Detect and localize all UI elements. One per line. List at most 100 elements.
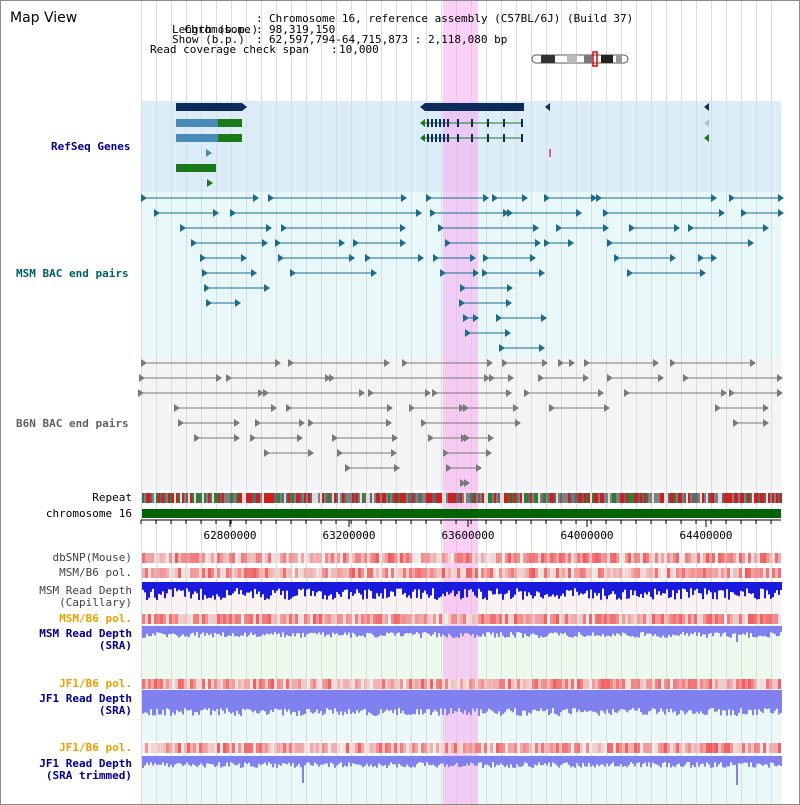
b6n-bac-pair-end xyxy=(729,389,735,397)
msm-cap-depth-bar xyxy=(260,582,262,598)
repeat-segment xyxy=(190,493,192,503)
repeat-segment xyxy=(172,493,174,503)
msm-sra-depth-bar xyxy=(648,626,650,634)
jf1-trim-depth-bar xyxy=(598,756,600,767)
msm-sra-depth-bar xyxy=(464,626,466,634)
repeat-segment xyxy=(230,493,232,503)
dbsnp-cell xyxy=(199,553,202,563)
jf1-trim-depth-bar xyxy=(458,756,460,768)
msm-sra-depth-bar xyxy=(764,626,766,636)
b6n-bac-label[interactable]: B6N BAC end pairs xyxy=(16,417,129,430)
msm-sra-depth-bar xyxy=(176,626,178,636)
repeat-segment xyxy=(718,493,720,503)
jf1-trim-depth-bar xyxy=(228,756,230,767)
jf1-sra-depth-bar xyxy=(366,690,368,716)
msm-sra-depth-bar xyxy=(198,626,200,638)
msm-cap-depth-bar xyxy=(412,582,414,592)
jf1-b6-pol-cell xyxy=(643,743,646,753)
msm-b6-pol-cell xyxy=(412,614,415,624)
jf1-b6-pol-cell xyxy=(424,679,427,689)
msm-sra-depth-bar xyxy=(392,626,394,633)
jf1-b6-pol-cell xyxy=(448,679,451,689)
msm-b6-pol-cell xyxy=(163,568,166,578)
jf1-b6-pol-cell xyxy=(670,679,673,689)
msm-bac-pair-end xyxy=(416,209,422,217)
msm-bac-pair-end xyxy=(503,209,509,217)
msm-cap-depth-bar xyxy=(536,582,538,592)
msm-cap-depth-bar xyxy=(554,582,556,597)
msm-sra-depth-bar xyxy=(432,626,434,635)
msm-b6-pol-cell xyxy=(298,568,301,578)
jf1-b6-pol-cell xyxy=(148,679,151,689)
msm-bac-pair-end xyxy=(539,344,545,352)
jf1-sra-depth-bar xyxy=(290,690,292,715)
grid-line xyxy=(366,1,367,804)
repeat-segment xyxy=(590,493,592,503)
refseq-genes-label[interactable]: RefSeq Genes xyxy=(51,140,131,153)
jf1-sra-depth-bar xyxy=(460,690,462,712)
msm-b6-pol-cell xyxy=(310,614,313,624)
msm-b6-pol-cell xyxy=(490,568,493,578)
msm-cap-depth-bar xyxy=(504,582,506,595)
msm-cap-depth-bar xyxy=(254,582,256,589)
jf1-b6-pol-cell xyxy=(394,743,397,753)
msm-cap-depth-bar xyxy=(228,582,230,596)
msm-cap-depth-bar xyxy=(600,582,602,600)
jf1-sra-depth-bar xyxy=(274,690,276,709)
jf1-b6-pol-cell xyxy=(598,679,601,689)
refseq-gene-exon xyxy=(218,134,242,142)
msm-sra-depth-bar xyxy=(604,626,606,637)
msm-b6-pol-cell xyxy=(646,614,649,624)
jf1-trim-depth-bar xyxy=(726,756,728,767)
jf1-trim-depth-bar xyxy=(416,756,418,764)
jf1-trim-depth-bar xyxy=(546,756,548,766)
grid-line xyxy=(576,1,577,804)
jf1-b6-pol-cell xyxy=(589,743,592,753)
jf1-sra-depth-bar xyxy=(146,690,148,713)
dbsnp-cell xyxy=(514,553,517,563)
msm-cap-depth-bar xyxy=(742,582,744,592)
jf1-b6-pol-cell xyxy=(199,679,202,689)
jf1-sra-depth-bar xyxy=(324,690,326,714)
jf1-b6-pol-cell xyxy=(295,743,298,753)
msm-b6-pol-cell xyxy=(448,614,451,624)
jf1-sra-depth-bar xyxy=(668,690,670,713)
msm-cap-depth-bar xyxy=(250,582,252,592)
msm-sra-depth-bar xyxy=(776,626,778,637)
msm-b6-pol-cell xyxy=(553,568,556,578)
jf1-b6-pol-cell xyxy=(259,743,262,753)
jf1-sra-depth-bar xyxy=(416,690,418,710)
jf1-trim-depth-bar xyxy=(172,756,174,768)
dbsnp-cell xyxy=(169,553,172,563)
jf1-sra-depth-bar xyxy=(780,690,782,713)
msm-b6-pol-cell xyxy=(376,568,379,578)
repeat-segment xyxy=(378,493,380,503)
msm-sra-depth-bar xyxy=(232,626,234,634)
jf1-sra-depth-bar xyxy=(634,690,636,711)
msm-b6-pol-cell xyxy=(631,568,634,578)
msm-sra-depth-bar xyxy=(578,626,580,633)
jf1-trim-depth-bar xyxy=(238,756,240,764)
msm-bac-pair-end xyxy=(698,254,704,262)
msm-bac-label[interactable]: MSM BAC end pairs xyxy=(16,267,129,280)
jf1-b6-pol-cell xyxy=(556,743,559,753)
jf1-sra-depth-bar xyxy=(288,690,290,710)
refseq-gene-exon xyxy=(521,119,523,127)
b6n-bac-pair-end xyxy=(258,389,264,397)
msm-sra-depth-bar xyxy=(312,626,314,634)
msm-sra-depth-bar xyxy=(734,626,736,634)
msm-b6-pol-cell xyxy=(358,614,361,624)
jf1-sra-depth-bar xyxy=(468,690,470,713)
jf1-sra-depth-bar xyxy=(452,690,454,714)
dbsnp-cell xyxy=(718,553,721,563)
msm-b6-pol-cell xyxy=(151,614,154,624)
repeat-segment xyxy=(756,493,758,503)
msm-b6-pol-cell xyxy=(628,568,631,578)
dbsnp-cell xyxy=(436,553,439,563)
jf1-sra-depth-bar xyxy=(164,690,166,716)
b6n-bac-pair-end xyxy=(777,389,783,397)
jf1-b6-pol-cell xyxy=(157,679,160,689)
msm-cap-depth-bar xyxy=(312,582,314,591)
